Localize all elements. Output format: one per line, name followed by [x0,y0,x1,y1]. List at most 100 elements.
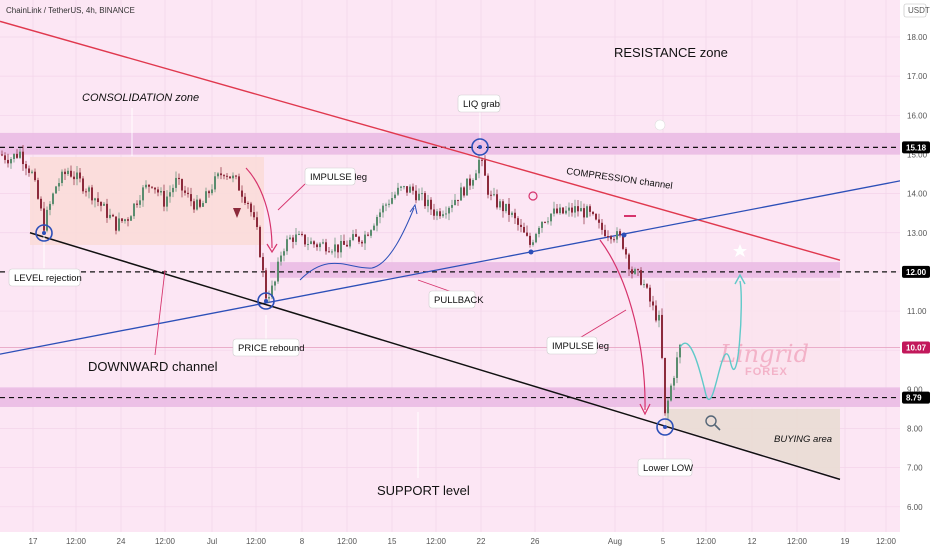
x-tick-label-13: 5 [661,537,666,546]
candle-63 [190,187,192,207]
candle-208 [625,246,627,259]
candle-body-194 [583,208,585,218]
chart-header: ChainLink / TetherUS, 4h, BINANCE USDT [6,3,930,18]
candle-16 [49,201,51,216]
candle-body-224 [673,377,675,386]
candle-52 [157,186,159,197]
candle-91 [274,280,276,291]
candle-body-135 [406,186,408,193]
candle-197 [592,211,594,216]
candle-146 [439,208,441,219]
candle-body-67 [202,203,204,207]
candle-119 [358,235,360,245]
candle-103 [310,237,312,245]
candle-115 [346,240,348,247]
candle-body-111 [334,244,336,252]
candle-130 [391,191,393,205]
candle-body-101 [304,234,306,245]
candle-225 [676,351,678,384]
candle-body-215 [646,284,648,288]
candle-161 [484,155,486,176]
candle-191 [574,199,576,218]
price-rebound-marker [257,292,275,310]
candle-body-13 [40,198,42,209]
y-tick-label-7: 13.00 [907,229,928,238]
y-tick-label-0: 6.00 [907,503,923,512]
buying-area-box [665,409,840,478]
candle-179 [538,225,540,238]
candle-body-169 [508,203,510,215]
candle-27 [82,176,84,194]
candle-body-39 [118,218,120,231]
candle-206 [619,228,621,238]
candle-body-120 [361,241,363,244]
candle-78 [235,174,237,180]
candle-169 [508,198,510,222]
candle-body-70 [211,189,213,194]
candle-body-168 [505,203,507,212]
candle-210 [631,266,633,279]
candle-180 [541,221,543,233]
candle-body-160 [481,159,483,161]
candle-199 [598,213,600,229]
candle-77 [232,172,234,183]
candle-35 [106,198,108,223]
candle-body-138 [415,190,417,201]
annotation-liq-grab: LIQ grab [463,99,500,110]
candle-33 [100,201,102,212]
candle-58 [175,171,177,192]
candle-body-23 [70,170,72,177]
zone-layer [0,132,900,478]
candle-body-51 [154,187,156,190]
candle-body-4 [13,153,15,159]
y-tick-label-11: 17.00 [907,72,928,81]
candle-99 [298,230,300,236]
candle-172 [517,216,519,231]
candle-body-65 [196,199,198,210]
candle-body-90 [271,285,273,298]
x-tick-label-6: 8 [300,537,305,546]
annotation-downward-channel: DOWNWARD channel [88,359,218,374]
candle-body-81 [244,196,246,203]
candle-body-42 [127,219,129,221]
liq-grab-marker-dot [478,145,482,149]
candle-92 [277,257,279,284]
candle-47 [142,185,144,207]
candle-body-47 [142,187,144,201]
candle-body-177 [532,242,534,245]
candle-body-34 [103,203,105,206]
time-axis-bg [0,532,932,550]
candle-150 [451,199,453,213]
candle-body-210 [631,269,633,274]
candle-60 [181,178,183,198]
candle-body-77 [232,175,234,179]
candle-38 [115,216,117,235]
currency-badge: USDT [908,6,930,15]
candle-body-48 [145,184,147,188]
candle-body-149 [448,207,450,214]
candle-body-108 [325,242,327,252]
candle-31 [94,197,96,208]
candle-body-95 [286,239,288,252]
candle-body-105 [316,244,318,248]
candle-118 [355,229,357,237]
candle-100 [301,231,303,237]
price-tag-3: 8.79 [906,394,922,403]
candle-body-37 [112,214,114,217]
candle-body-152 [457,199,459,201]
candle-body-222 [667,400,669,414]
candle-body-147 [442,214,444,217]
info-circle-icon [654,119,666,131]
candle-152 [457,199,459,206]
candle-166 [499,198,501,211]
candle-107 [322,238,324,245]
candle-222 [667,398,669,420]
candle-body-123 [370,230,372,236]
candle-body-73 [220,173,222,176]
candle-body-44 [133,203,135,217]
candle-20 [61,169,63,187]
candle-body-174 [523,226,525,233]
pointer-line-7 [277,183,306,211]
candle-4 [13,153,15,163]
y-tick-label-3: 9.00 [907,385,923,394]
